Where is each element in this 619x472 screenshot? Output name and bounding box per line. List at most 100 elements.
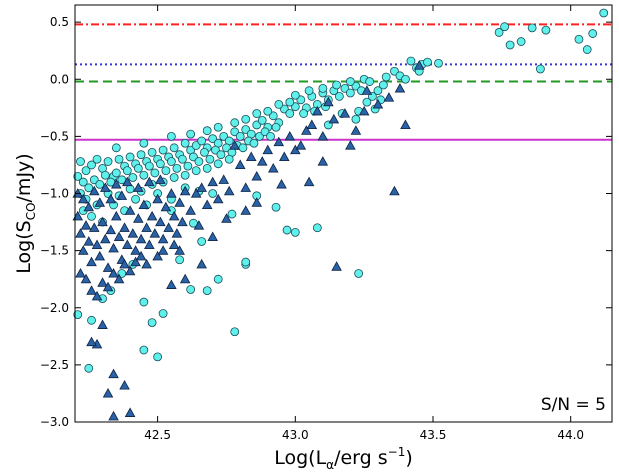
triangle-point [221,213,232,223]
circle-point [147,147,157,157]
circle-point [194,157,204,166]
triangle-point [111,210,122,221]
circle-point [183,161,193,171]
plot-frame [74,4,613,423]
circle-point [202,286,212,296]
x-tick-label: 44.0 [557,428,584,442]
triangle-point [339,108,351,118]
triangle-point [144,176,155,187]
circle-point [290,227,300,237]
circle-point [304,86,314,96]
circle-point [100,170,110,180]
triangle-point [193,220,205,230]
circle-point [266,131,275,141]
triangle-point [400,119,411,130]
triangle-point [284,130,296,141]
triangle-point [160,201,172,212]
triangle-point [273,136,285,147]
circle-point [87,211,96,221]
y-tick-label: −1.0 [40,187,69,201]
triangle-point [108,368,119,379]
circle-point [423,57,432,67]
circle-point [81,166,91,176]
circle-point [158,309,168,318]
triangle-point [179,185,191,196]
triangle-point [97,277,108,287]
circle-point [334,91,344,101]
circle-point [241,114,251,124]
circle-point [161,166,171,176]
circle-point [434,58,443,68]
triangle-point [111,178,122,189]
triangle-point [350,125,362,135]
circle-point [599,8,609,18]
circle-point [257,115,267,125]
triangle-point [152,193,163,204]
triangle-point [207,176,218,187]
snr-annotation: S/N = 5 [541,395,606,415]
circle-point [131,194,140,204]
triangle-point [91,239,103,249]
triangle-point [276,178,287,189]
circle-point [95,179,105,189]
triangle-point [345,140,356,150]
triangle-point [80,220,92,230]
circle-point [224,154,234,164]
reference-lines [75,23,612,141]
triangle-point [240,182,252,192]
circle-point [114,154,124,164]
triangle-point [130,245,141,255]
circle-point [354,269,364,278]
circle-point [282,225,292,235]
triangle-point [88,185,100,196]
circle-point [197,237,207,246]
circle-point [111,143,121,153]
triangle-point [94,250,106,261]
circle-point [241,257,251,267]
triangle-point [168,210,180,221]
triangle-point [108,410,119,421]
circle-point [536,64,545,74]
x-axis-label: Log(Lα/erg s−1) [274,445,413,472]
triangle-point [267,162,279,173]
circle-point [73,310,83,320]
triangle-point [135,250,147,261]
triangle-point [177,216,188,227]
triangle-point [102,281,114,292]
triangle-point [80,273,92,284]
circle-point [103,157,113,166]
circle-point [155,159,165,169]
triangle-point [77,193,89,204]
circle-point [197,136,207,146]
triangle-point [97,216,108,227]
circle-point [582,45,592,54]
circle-point [175,255,185,265]
circle-point [144,161,154,171]
triangle-point [116,190,128,200]
triangle-point [251,170,263,181]
triangle-point [157,245,169,255]
triangle-point [105,193,117,204]
circle-point [177,154,187,164]
circle-point [180,138,190,148]
triangle-point [245,151,257,162]
triangle-point [141,258,152,269]
triangle-point [196,258,207,269]
circle-point [169,173,179,182]
x-tick-label: 43.5 [420,428,447,442]
circle-point [500,22,510,32]
triangle-point [108,242,119,253]
x-tick-label: 43.0 [282,428,309,442]
triangle-point [196,182,207,192]
circle-point [351,114,361,124]
triangle-point [301,125,312,135]
circle-point [527,23,537,33]
circle-point [271,122,281,132]
circle-point [227,209,237,219]
circle-point [238,143,248,153]
circle-point [136,150,146,160]
circle-point [169,143,179,153]
triangle-point [323,96,334,107]
circle-point [213,159,223,169]
circle-point [252,109,262,118]
